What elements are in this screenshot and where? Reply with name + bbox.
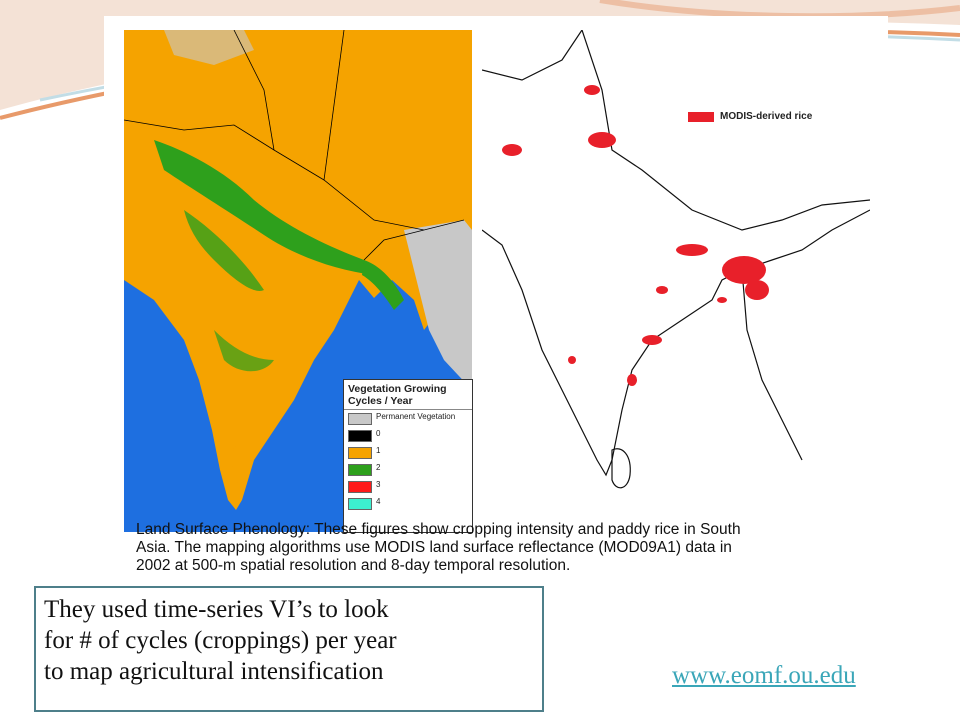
legend-swatch-0 bbox=[348, 430, 372, 442]
legend-swatch-1 bbox=[348, 447, 372, 459]
legend-title-line1: Vegetation Growing bbox=[348, 383, 447, 395]
legend-label: Permanent Vegetation bbox=[376, 412, 456, 421]
callout-textbox: They used time-series VI’s to look for #… bbox=[34, 586, 544, 712]
legend-label: 4 bbox=[376, 497, 381, 506]
callout-line: for # of cycles (croppings) per year bbox=[44, 627, 397, 654]
legend-swatch-4 bbox=[348, 498, 372, 510]
rice-legend: MODIS-derived rice bbox=[688, 110, 888, 126]
legend-item: 4 bbox=[344, 495, 472, 512]
legend-item: Permanent Vegetation bbox=[344, 410, 472, 427]
legend-item: 1 bbox=[344, 444, 472, 461]
callout-line: They used time-series VI’s to look bbox=[44, 596, 389, 623]
legend-title-line2: Cycles / Year bbox=[348, 395, 413, 407]
source-link[interactable]: www.eomf.ou.edu bbox=[672, 662, 856, 689]
legend-label: 2 bbox=[376, 463, 381, 472]
caption-line: Land Surface Phenology: These figures sh… bbox=[136, 521, 741, 538]
rice-legend-label: MODIS-derived rice bbox=[720, 111, 813, 122]
legend-label: 0 bbox=[376, 429, 381, 438]
rice-legend-swatch bbox=[688, 112, 714, 122]
legend-title: Vegetation Growing Cycles / Year bbox=[344, 380, 472, 410]
legend-swatch-3 bbox=[348, 481, 372, 493]
figure-panel: Vegetation Growing Cycles / Year Permane… bbox=[104, 16, 888, 582]
rice-map bbox=[482, 30, 870, 532]
figure-caption: Land Surface Phenology: These figures sh… bbox=[136, 521, 876, 575]
legend-item: 2 bbox=[344, 461, 472, 478]
legend-item: 0 bbox=[344, 427, 472, 444]
legend-label: 3 bbox=[376, 480, 381, 489]
vegetation-legend: Vegetation Growing Cycles / Year Permane… bbox=[343, 379, 473, 533]
caption-line: Asia. The mapping algorithms use MODIS l… bbox=[136, 539, 732, 556]
legend-swatch-permanent bbox=[348, 413, 372, 425]
legend-item: 3 bbox=[344, 478, 472, 495]
legend-swatch-2 bbox=[348, 464, 372, 476]
legend-label: 1 bbox=[376, 446, 381, 455]
callout-line: to map agricultural intensification bbox=[44, 658, 384, 685]
caption-line: 2002 at 500-m spatial resolution and 8-d… bbox=[136, 557, 571, 574]
